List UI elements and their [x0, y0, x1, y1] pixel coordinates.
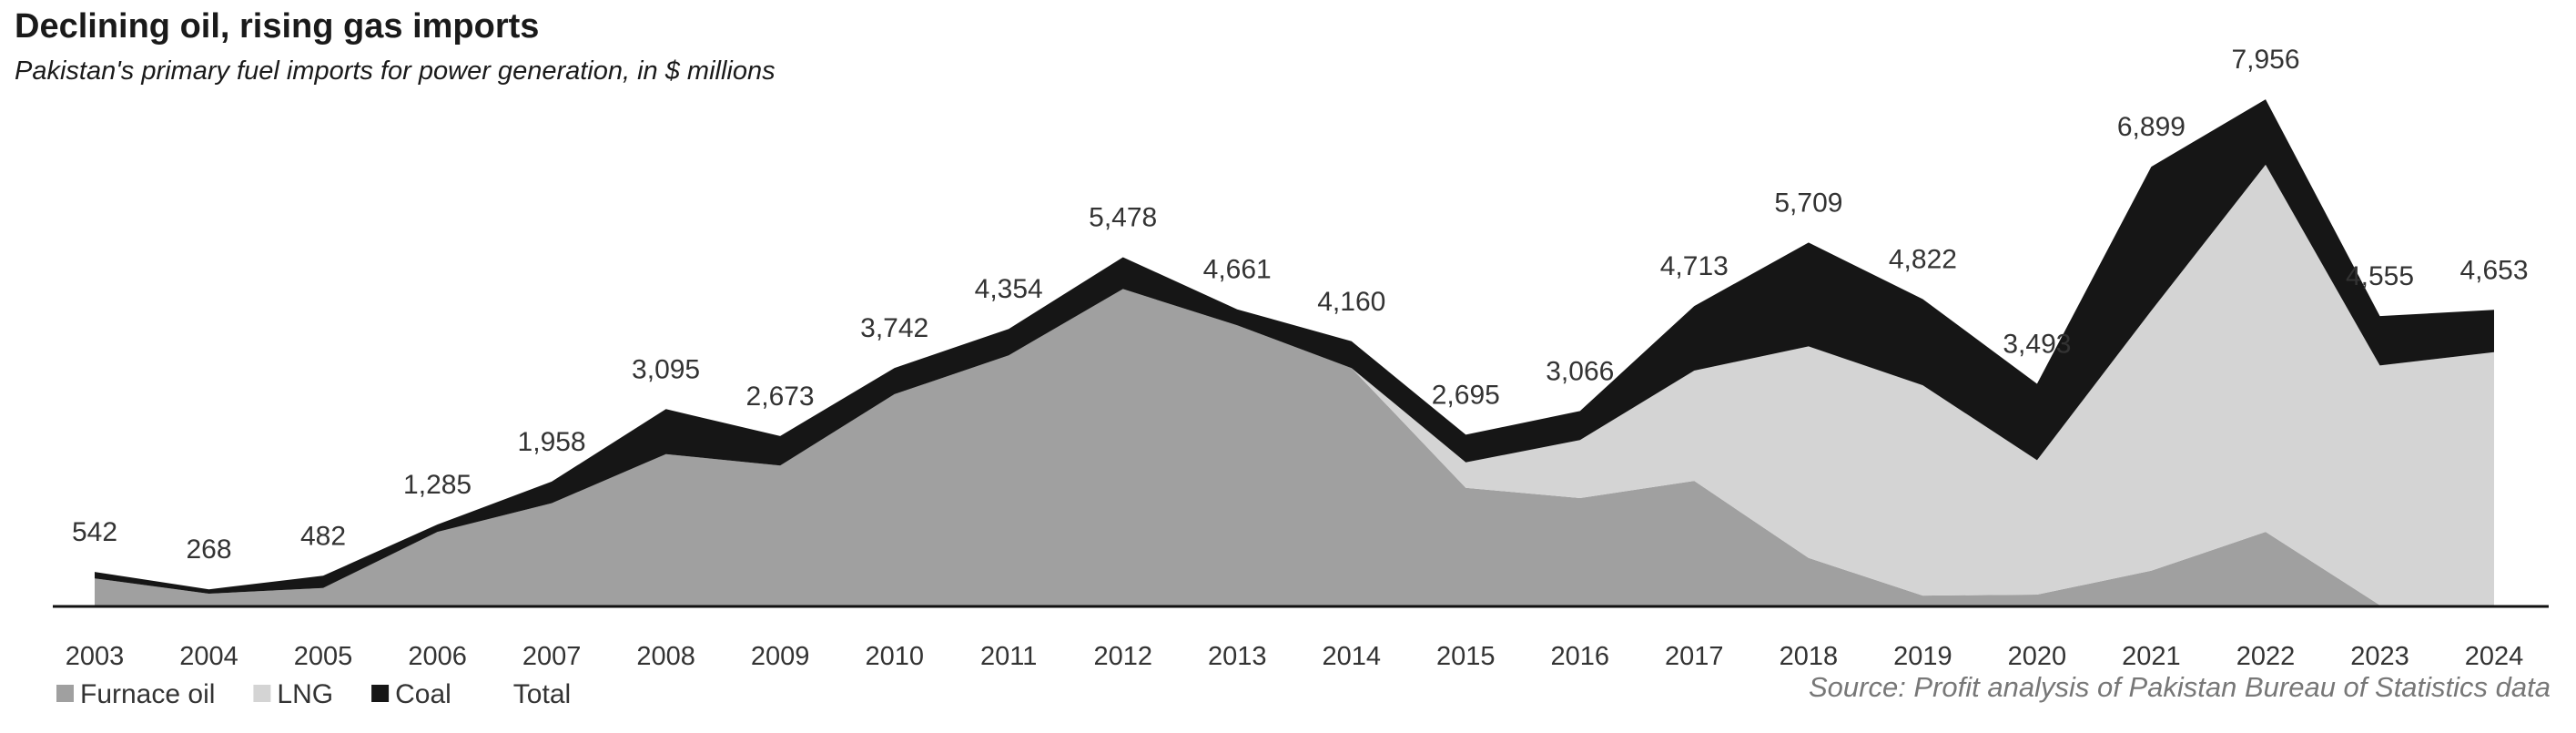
total-label-2021: 6,899 [2117, 112, 2186, 142]
total-label-2017: 4,713 [1660, 251, 1729, 281]
total-label-2024: 4,653 [2459, 255, 2528, 285]
x-tick-2011: 2011 [980, 642, 1037, 671]
total-label-2010: 3,742 [860, 313, 928, 343]
x-tick-2014: 2014 [1323, 642, 1382, 671]
area-furnace-oil [95, 289, 2494, 606]
total-label-2009: 2,673 [746, 382, 815, 412]
total-label-2011: 4,354 [975, 274, 1043, 304]
x-tick-2016: 2016 [1551, 642, 1610, 671]
total-label-2016: 3,066 [1546, 356, 1614, 386]
x-tick-2007: 2007 [522, 642, 582, 671]
x-tick-2023: 2023 [2350, 642, 2409, 671]
total-label-2014: 4,160 [1317, 287, 1385, 317]
total-label-2008: 3,095 [632, 354, 700, 384]
x-tick-2004: 2004 [179, 642, 238, 671]
legend-item-lng: LNG [253, 679, 333, 709]
total-label-2013: 4,661 [1203, 255, 1272, 285]
x-axis-tick-labels: 2003 2004 2005 2006 2007 2008 2009 2010 2011 2012… [66, 642, 2524, 671]
x-tick-2003: 2003 [66, 642, 125, 671]
x-tick-2012: 2012 [1093, 642, 1152, 671]
legend-swatch-furnace-oil [56, 685, 74, 702]
total-value-labels: 542 268 482 1,285 1,958 3,095 2,673 3,742 4,354 5… [72, 45, 2529, 565]
legend-item-total: Total [513, 679, 571, 709]
legend-swatch-lng [253, 685, 271, 702]
x-tick-2008: 2008 [636, 642, 695, 671]
legend-label-lng: LNG [277, 679, 333, 709]
x-tick-2019: 2019 [1893, 642, 1952, 671]
total-label-2007: 1,958 [518, 427, 586, 457]
total-label-2012: 5,478 [1089, 203, 1157, 233]
x-tick-2013: 2013 [1208, 642, 1267, 671]
total-label-2015: 2,695 [1432, 380, 1500, 410]
area-coal [95, 99, 2494, 595]
source-note: Source: Profit analysis of Pakistan Bure… [1808, 671, 2551, 703]
total-label-2004: 268 [186, 534, 231, 565]
x-tick-2022: 2022 [2236, 642, 2296, 671]
x-tick-2020: 2020 [2008, 642, 2067, 671]
total-label-2019: 4,822 [1889, 245, 1957, 275]
area-lng [95, 164, 2494, 606]
legend: Furnace oil LNG Coal Total [56, 679, 571, 709]
legend-label-furnace-oil: Furnace oil [80, 679, 215, 709]
legend-label-total: Total [513, 679, 571, 709]
x-tick-2005: 2005 [294, 642, 353, 671]
x-tick-2018: 2018 [1780, 642, 1839, 671]
total-label-2020: 3,493 [2003, 330, 2071, 360]
chart-title: Declining oil, rising gas imports [15, 7, 540, 46]
total-label-2022: 7,956 [2231, 45, 2299, 75]
x-tick-2015: 2015 [1436, 642, 1496, 671]
x-tick-2024: 2024 [2465, 642, 2524, 671]
area-layers [95, 99, 2494, 606]
legend-item-coal: Coal [371, 679, 451, 709]
legend-label-coal: Coal [395, 679, 451, 709]
total-label-2005: 482 [300, 521, 346, 551]
x-tick-2006: 2006 [408, 642, 467, 671]
legend-item-furnace-oil: Furnace oil [56, 679, 215, 709]
x-tick-2017: 2017 [1665, 642, 1724, 671]
legend-swatch-coal [371, 685, 390, 702]
total-label-2003: 542 [72, 517, 117, 547]
total-label-2006: 1,285 [403, 470, 472, 500]
total-label-2018: 5,709 [1774, 188, 1842, 218]
total-label-2023: 4,555 [2346, 261, 2414, 291]
chart-subtitle: Pakistan's primary fuel imports for powe… [15, 56, 776, 86]
x-tick-2021: 2021 [2122, 642, 2181, 671]
x-tick-2009: 2009 [751, 642, 810, 671]
x-tick-2010: 2010 [865, 642, 924, 671]
